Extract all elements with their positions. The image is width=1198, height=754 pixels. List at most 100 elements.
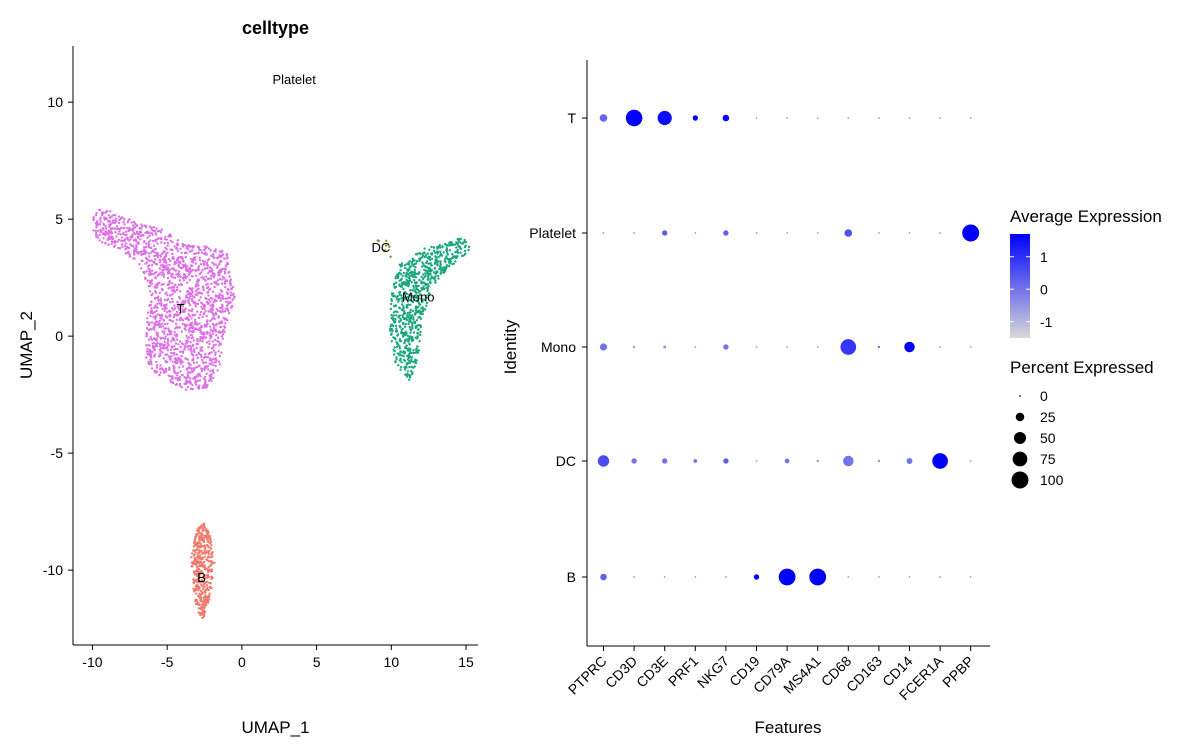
umap-point bbox=[156, 242, 159, 245]
umap-point bbox=[422, 285, 425, 288]
umap-point bbox=[179, 275, 182, 278]
umap-point bbox=[206, 598, 210, 601]
umap-point bbox=[216, 279, 220, 282]
umap-point bbox=[197, 560, 201, 563]
umap-point bbox=[147, 259, 150, 262]
umap-point bbox=[424, 283, 428, 287]
dotplot-dot bbox=[786, 117, 788, 119]
umap-point bbox=[115, 235, 118, 238]
umap-point bbox=[209, 307, 212, 311]
umap-point bbox=[104, 211, 107, 214]
umap-point bbox=[413, 321, 417, 325]
umap-point bbox=[189, 371, 192, 374]
umap-point bbox=[173, 348, 176, 351]
umap-point bbox=[420, 280, 423, 283]
umap-point bbox=[406, 296, 410, 299]
umap-point bbox=[110, 242, 113, 245]
umap-point bbox=[197, 251, 200, 254]
dotplot-dot bbox=[755, 232, 758, 234]
umap-point bbox=[190, 289, 194, 292]
umap-y-tick-label: 10 bbox=[47, 94, 63, 110]
umap-point bbox=[117, 227, 120, 230]
umap-point bbox=[420, 275, 423, 279]
umap-point bbox=[180, 386, 183, 389]
umap-point bbox=[214, 338, 217, 342]
umap-point bbox=[217, 316, 220, 319]
umap-point bbox=[147, 311, 150, 314]
umap-point bbox=[224, 322, 227, 325]
umap-point bbox=[210, 586, 213, 590]
umap-point bbox=[205, 558, 208, 561]
umap-point bbox=[226, 292, 229, 295]
umap-point bbox=[408, 359, 411, 363]
umap-point bbox=[205, 550, 209, 554]
umap-point bbox=[223, 326, 226, 329]
umap-point bbox=[194, 289, 198, 293]
umap-point bbox=[203, 591, 206, 594]
umap-point bbox=[118, 238, 121, 242]
umap-point bbox=[214, 263, 217, 266]
umap-point bbox=[186, 290, 190, 293]
umap-point bbox=[403, 281, 406, 284]
umap-point bbox=[411, 372, 414, 376]
umap-point bbox=[187, 301, 191, 305]
umap-point bbox=[409, 303, 412, 306]
umap-point bbox=[156, 323, 159, 326]
umap-point bbox=[207, 302, 210, 305]
umap-point bbox=[166, 241, 170, 245]
umap-point bbox=[168, 318, 171, 322]
umap-point bbox=[186, 316, 189, 319]
umap-point bbox=[204, 246, 207, 249]
umap-point bbox=[178, 360, 182, 363]
umap-point bbox=[202, 522, 206, 526]
umap-point bbox=[135, 223, 138, 227]
umap-point bbox=[130, 244, 133, 247]
umap-point bbox=[123, 223, 126, 226]
umap-x-tick-label: 0 bbox=[238, 654, 246, 670]
umap-point bbox=[432, 246, 436, 249]
umap-point bbox=[425, 304, 428, 307]
umap-point bbox=[418, 293, 422, 297]
umap-point bbox=[206, 356, 210, 359]
umap-point bbox=[398, 324, 401, 328]
umap-point bbox=[200, 563, 204, 566]
umap-point bbox=[427, 266, 431, 270]
umap-point bbox=[207, 368, 210, 371]
umap-point bbox=[201, 529, 205, 532]
umap-point bbox=[150, 321, 154, 324]
umap-point bbox=[185, 268, 189, 271]
umap-point bbox=[122, 220, 125, 224]
umap-point bbox=[170, 275, 173, 278]
umap-point bbox=[424, 272, 427, 275]
umap-point bbox=[181, 244, 184, 248]
umap-point bbox=[417, 310, 420, 314]
umap-point bbox=[149, 239, 152, 242]
umap-point bbox=[186, 372, 190, 375]
umap-point bbox=[200, 605, 204, 609]
umap-point bbox=[173, 366, 176, 369]
umap-point bbox=[185, 244, 189, 248]
dotplot-dot bbox=[939, 576, 941, 578]
umap-point bbox=[210, 570, 214, 573]
dotplot-x-axis-title: Features bbox=[754, 718, 821, 737]
umap-point bbox=[133, 226, 136, 229]
umap-point bbox=[192, 361, 196, 365]
umap-point bbox=[394, 317, 397, 321]
umap-point bbox=[395, 298, 399, 301]
dotplot-dot bbox=[599, 343, 608, 351]
umap-point bbox=[176, 244, 179, 247]
umap-point bbox=[203, 386, 206, 389]
dotplot-dot bbox=[694, 346, 697, 348]
color-legend-tick-label: 0 bbox=[1040, 281, 1048, 297]
umap-point bbox=[418, 315, 421, 319]
dotplot-dot bbox=[784, 458, 790, 464]
umap-point bbox=[196, 245, 200, 248]
umap-point bbox=[155, 343, 158, 346]
umap-point bbox=[198, 611, 201, 615]
umap-point bbox=[148, 281, 152, 285]
umap-point bbox=[192, 578, 195, 581]
umap-point bbox=[218, 354, 222, 358]
umap-point bbox=[201, 337, 204, 340]
dotplot-dot bbox=[816, 459, 819, 463]
